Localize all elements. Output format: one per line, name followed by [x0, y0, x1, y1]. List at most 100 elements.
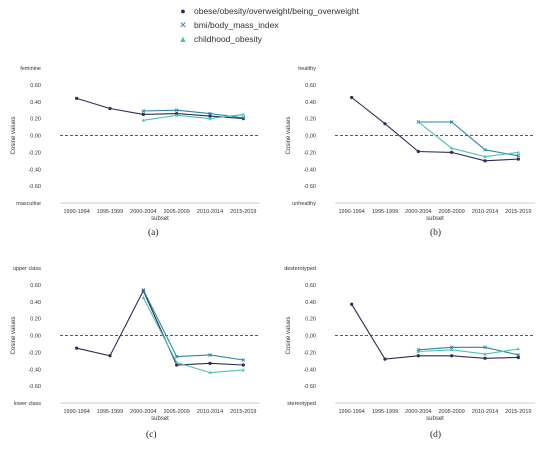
data-point-marker [174, 360, 179, 364]
y-tick-label: -0.40 [303, 367, 316, 373]
x-tick-label: 1995-1999 [372, 209, 398, 215]
data-point-marker [108, 106, 112, 111]
series-line [418, 348, 519, 355]
x-tick-label: 2000-2004 [405, 409, 431, 415]
y-tick-label: -0.60 [28, 384, 41, 390]
y-tick-label: 0.20 [305, 317, 316, 323]
cross-icon: ✕ [179, 20, 187, 30]
data-point-marker [141, 109, 146, 113]
x-tick-label: 1995-1999 [97, 409, 123, 415]
chart-svg: 0.60 0.40 0.20 0.00 -0.20 -0.40 -0.60 desteroty… [284, 266, 535, 422]
data-point-marker [483, 356, 487, 360]
x-tick-label: 2005-2009 [164, 209, 190, 215]
y-tick-label: -0.40 [28, 367, 41, 373]
y-axis-bottom-label: unhealthy [292, 201, 316, 207]
data-point-marker [383, 357, 387, 361]
y-tick-label: -0.40 [303, 167, 316, 173]
data-point-marker [241, 115, 246, 120]
y-tick-label: 0.00 [305, 134, 316, 140]
legend-label: childhood_obesity [194, 34, 263, 44]
x-tick-label: 2010-2014 [197, 409, 223, 415]
x-tick-label: 2015-2019 [230, 209, 256, 215]
data-point-marker [208, 370, 212, 374]
series-line [417, 121, 519, 158]
data-point-marker [449, 120, 454, 124]
data-point-marker [449, 146, 454, 150]
chart-panel-a: 0.60 0.40 0.20 0.00 -0.20 -0.40 -0.60 feminine m… [0, 50, 275, 255]
y-tick-label: 0.20 [30, 117, 41, 123]
chart-svg: 0.60 0.40 0.20 0.00 -0.20 -0.40 -0.60 healthy un… [286, 66, 535, 222]
data-point-marker [416, 354, 420, 358]
x-tick-label: 2010-2014 [472, 209, 498, 215]
y-tick-label: -0.20 [28, 350, 41, 356]
y-tick-label: -0.20 [28, 150, 41, 156]
y-tick-label: 0.40 [30, 300, 41, 306]
data-point-marker [174, 354, 179, 359]
y-tick-label: -0.60 [303, 384, 316, 390]
chart-panel-d: 0.60 0.40 0.20 0.00 -0.20 -0.40 -0.60 desteroty… [275, 250, 550, 455]
data-point-marker [450, 354, 454, 358]
y-tick-label: 0.00 [30, 134, 41, 140]
x-tick-label: 1995-1999 [97, 209, 123, 215]
x-axis-title: subset [426, 416, 444, 422]
x-tick-label: 2015-2019 [230, 409, 256, 415]
data-point-marker [174, 113, 179, 117]
data-point-marker [383, 122, 387, 126]
data-point-marker [483, 345, 487, 350]
data-point-marker [208, 114, 212, 118]
data-point-marker [350, 95, 354, 100]
data-point-marker [516, 153, 521, 158]
x-tick-label: 2005-2009 [164, 409, 190, 415]
x-tick-label: 1990-1994 [339, 409, 365, 415]
x-axis-title: subset [151, 216, 169, 222]
data-point-marker [208, 111, 212, 116]
series-line [351, 304, 519, 360]
y-axis-bottom-label: masculine [16, 201, 41, 207]
legend-item: ✕ bmi/body_mass_index [172, 18, 392, 32]
figure-caption: (c) [146, 430, 157, 440]
series-line [76, 97, 244, 120]
y-axis-top-label: feminine [20, 66, 41, 72]
data-point-marker [483, 352, 487, 356]
series-line [76, 289, 244, 366]
data-point-marker [241, 368, 246, 372]
legend-label: obese/obesity/overweight/being_overweigh… [194, 6, 359, 16]
data-point-marker [141, 118, 146, 122]
data-point-marker [208, 353, 212, 357]
data-point-marker [416, 149, 420, 154]
y-tick-label: -0.60 [28, 184, 41, 190]
y-tick-label: 0.40 [30, 100, 41, 106]
series-line [143, 113, 244, 121]
x-tick-label: 1990-1994 [64, 209, 90, 215]
x-tick-label: 1990-1994 [64, 409, 90, 415]
circle-icon: ● [180, 6, 186, 16]
data-point-marker [174, 108, 179, 113]
data-point-marker [516, 353, 521, 357]
data-point-marker [141, 112, 145, 117]
y-axis-top-label: upper class [13, 266, 41, 272]
data-point-marker [241, 358, 246, 362]
data-point-marker [75, 346, 79, 350]
chart-legend: ● obese/obesity/overweight/being_overwei… [172, 4, 392, 46]
data-point-marker [108, 354, 112, 358]
data-point-marker [483, 148, 487, 152]
data-point-marker [516, 150, 521, 154]
data-point-marker [208, 116, 212, 120]
y-tick-label: 0.20 [305, 117, 316, 123]
y-axis-title: Cosine values [11, 117, 17, 155]
x-tick-label: 2005-2009 [439, 409, 465, 415]
x-tick-label: 1995-1999 [372, 409, 398, 415]
y-tick-label: -0.20 [303, 350, 316, 356]
y-tick-label: 0.60 [30, 83, 41, 89]
legend-label: bmi/body_mass_index [194, 20, 279, 30]
y-tick-label: -0.60 [303, 184, 316, 190]
y-tick-label: 0.60 [30, 283, 41, 289]
data-point-marker [449, 345, 454, 350]
data-point-marker [141, 295, 146, 299]
y-tick-label: 0.60 [305, 283, 316, 289]
x-tick-label: 2015-2019 [505, 409, 531, 415]
x-tick-label: 2015-2019 [505, 209, 531, 215]
series-line [142, 289, 244, 361]
figure-caption: (a) [148, 228, 159, 238]
y-axis-top-label: healthy [298, 66, 316, 72]
